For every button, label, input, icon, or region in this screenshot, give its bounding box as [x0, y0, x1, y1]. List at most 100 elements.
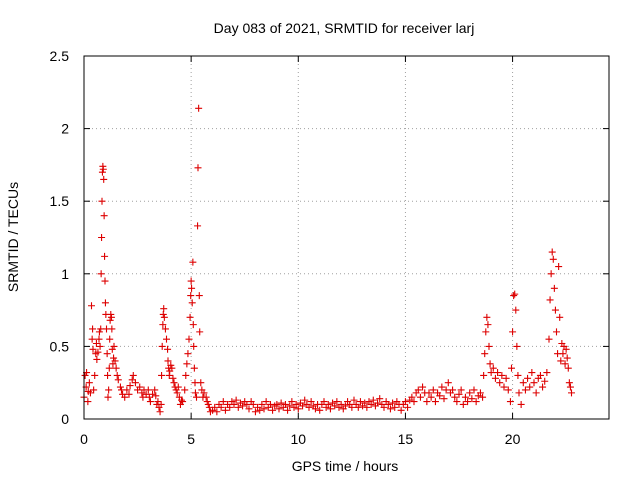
x-tick-label: 0 — [80, 431, 88, 447]
data-point — [188, 284, 196, 292]
data-point — [419, 383, 427, 391]
data-point — [136, 383, 144, 391]
data-point — [453, 398, 461, 406]
data-point — [174, 383, 182, 391]
data-point — [275, 405, 283, 413]
data-point — [470, 386, 478, 394]
data-point — [191, 389, 199, 397]
data-point — [331, 402, 339, 410]
data-point — [226, 403, 234, 411]
plot-frame — [83, 55, 610, 420]
data-point — [350, 396, 358, 404]
data-point — [101, 277, 109, 285]
data-point — [219, 398, 227, 406]
data-point — [440, 395, 448, 403]
data-point — [239, 402, 247, 410]
data-point — [88, 335, 96, 343]
data-point — [389, 399, 397, 407]
data-point — [92, 339, 100, 347]
data-point — [181, 386, 189, 394]
data-point — [512, 306, 520, 314]
data-point — [94, 348, 102, 356]
data-point — [111, 357, 119, 365]
data-point — [142, 390, 150, 398]
data-point — [455, 390, 463, 398]
x-tick-label: 20 — [505, 431, 521, 447]
data-point — [524, 374, 532, 382]
data-point — [112, 364, 120, 372]
data-point — [159, 321, 167, 329]
data-point — [187, 292, 195, 300]
data-point — [468, 395, 476, 403]
data-point — [489, 364, 497, 372]
data-point — [187, 277, 195, 285]
data-point — [305, 403, 313, 411]
data-point — [113, 371, 121, 379]
data-point — [158, 371, 166, 379]
data-point — [184, 350, 192, 358]
data-point — [562, 345, 570, 353]
data-point — [193, 393, 200, 401]
data-point — [491, 374, 499, 382]
data-point — [97, 270, 105, 278]
data-point — [449, 386, 457, 394]
data-point — [260, 405, 268, 413]
y-tick-label: 0.5 — [50, 338, 70, 354]
data-point — [288, 398, 296, 406]
data-point — [164, 357, 172, 365]
data-point — [555, 263, 563, 271]
data-point — [521, 386, 529, 394]
data-point — [91, 371, 99, 379]
data-point — [486, 360, 494, 368]
data-point — [144, 386, 152, 394]
data-point — [354, 403, 362, 411]
data-point — [320, 398, 328, 406]
data-points — [80, 104, 575, 416]
data-point — [100, 212, 108, 220]
data-point — [326, 405, 334, 413]
data-point — [98, 197, 106, 205]
data-point — [164, 345, 172, 353]
data-point — [178, 396, 185, 404]
data-point — [380, 403, 388, 411]
data-point — [128, 376, 136, 384]
data-point — [431, 398, 439, 406]
data-point — [221, 406, 229, 414]
data-point — [416, 393, 424, 401]
data-point — [519, 379, 527, 387]
data-point — [513, 342, 521, 350]
data-point — [95, 335, 103, 343]
data-point — [116, 383, 124, 391]
data-point — [262, 398, 270, 406]
data-point — [152, 392, 160, 400]
data-point — [154, 398, 162, 406]
ticks — [83, 55, 609, 420]
data-point — [514, 371, 522, 379]
data-point — [243, 400, 251, 408]
data-point — [476, 389, 484, 397]
data-point — [194, 222, 202, 230]
x-axis-label: GPS time / hours — [292, 458, 399, 474]
data-point — [485, 342, 493, 350]
data-point — [182, 371, 190, 379]
data-point — [386, 405, 394, 413]
data-point — [414, 386, 422, 394]
y-tick-label: 2.5 — [50, 48, 70, 64]
data-point — [539, 383, 547, 391]
data-point — [466, 389, 474, 397]
data-point — [186, 313, 194, 321]
data-point — [324, 400, 332, 408]
data-point — [481, 350, 489, 358]
data-point — [541, 377, 549, 385]
data-point — [408, 393, 416, 401]
data-point — [511, 290, 519, 298]
data-point — [404, 403, 412, 411]
data-point — [464, 398, 472, 406]
data-point — [367, 400, 375, 408]
data-point — [179, 398, 187, 406]
data-point — [442, 386, 450, 394]
y-tick-label: 2 — [61, 121, 69, 137]
data-point — [369, 396, 377, 404]
data-point — [337, 400, 345, 408]
